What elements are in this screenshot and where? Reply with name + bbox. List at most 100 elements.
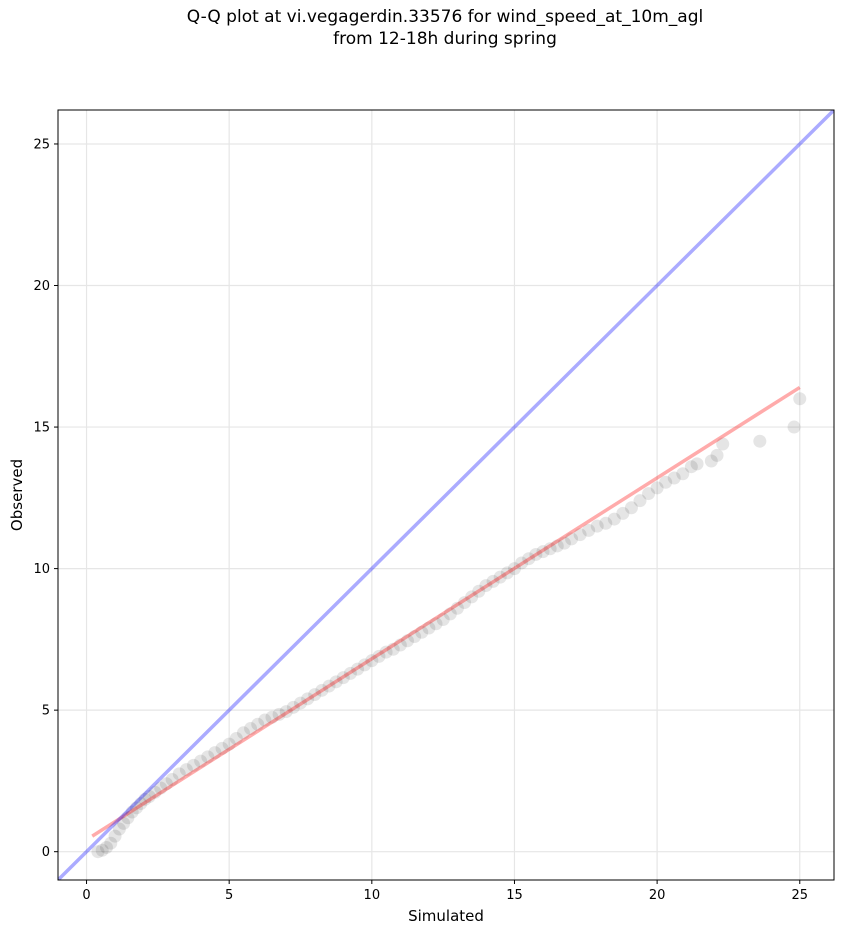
data-point: [590, 519, 604, 533]
data-point: [208, 746, 222, 760]
x-tick-label: 5: [225, 888, 233, 903]
data-point: [607, 512, 621, 526]
data-point: [436, 613, 450, 627]
data-point: [515, 556, 529, 570]
data-point: [91, 845, 105, 859]
fit-line: [91, 385, 801, 838]
data-point: [486, 574, 500, 588]
x-tick-label: 0: [82, 888, 90, 903]
reference-lines: [58, 110, 834, 880]
data-point: [522, 552, 536, 566]
data-point: [458, 596, 472, 610]
chart-title: Q-Q plot at vi.vegagerdin.33576 for wind…: [186, 7, 704, 49]
data-point: [507, 562, 521, 576]
data-point: [258, 713, 272, 727]
data-point: [787, 420, 801, 434]
data-point: [415, 625, 429, 639]
data-point: [565, 532, 579, 546]
data-point: [121, 811, 135, 825]
data-point: [265, 710, 279, 724]
data-point: [650, 481, 664, 495]
data-point: [251, 717, 265, 731]
data-point: [716, 437, 730, 451]
data-point: [616, 506, 630, 520]
scatter-points: [91, 392, 807, 859]
data-point: [129, 801, 143, 815]
x-tick-label: 15: [506, 888, 523, 903]
data-point: [112, 822, 126, 836]
data-point: [272, 707, 286, 721]
data-point: [793, 392, 807, 406]
data-point: [599, 516, 613, 530]
data-point: [667, 471, 681, 485]
data-point: [222, 737, 236, 751]
data-point: [315, 683, 329, 697]
data-point: [343, 666, 357, 680]
data-point: [443, 607, 457, 621]
data-point: [244, 722, 258, 736]
data-point: [557, 536, 571, 550]
data-point: [543, 542, 557, 556]
data-point: [201, 750, 215, 764]
y-tick-label: 15: [33, 421, 50, 436]
data-point: [108, 829, 122, 843]
y-tick-label: 10: [33, 562, 50, 577]
data-point: [301, 692, 315, 706]
data-point: [104, 836, 118, 850]
data-point: [95, 843, 109, 857]
data-point: [294, 696, 307, 710]
grid-lines: [58, 110, 834, 880]
data-point: [676, 467, 690, 481]
data-point: [308, 688, 322, 702]
data-point: [117, 816, 131, 830]
data-point: [500, 566, 514, 580]
data-point: [286, 700, 300, 714]
data-point: [229, 731, 243, 745]
data-point: [624, 501, 638, 515]
data-point: [215, 741, 229, 755]
data-point: [159, 777, 173, 791]
plot-frame: [57, 109, 835, 881]
data-point: [710, 448, 724, 462]
data-point: [322, 679, 336, 693]
data-point: [400, 634, 414, 648]
data-point: [165, 773, 179, 787]
x-tick-label: 10: [364, 888, 381, 903]
data-point: [753, 434, 767, 448]
data-point: [493, 570, 507, 584]
data-point: [379, 645, 393, 659]
data-point: [336, 671, 350, 685]
data-point: [659, 475, 673, 489]
data-point: [236, 726, 250, 740]
data-point: [100, 840, 113, 854]
data-point: [550, 539, 564, 553]
data-point: [573, 528, 587, 542]
data-point: [582, 523, 596, 537]
data-point: [465, 590, 479, 604]
data-point: [279, 705, 293, 719]
data-point: [386, 642, 400, 656]
x-tick-label: 20: [649, 888, 666, 903]
data-point: [690, 457, 704, 471]
data-point: [358, 658, 372, 672]
data-point: [125, 805, 139, 819]
data-point: [372, 649, 386, 663]
data-point: [365, 654, 379, 668]
data-point: [429, 617, 443, 631]
data-point: [472, 584, 486, 598]
data-point: [329, 675, 343, 689]
data-point: [450, 601, 464, 615]
identity-line: [58, 110, 834, 880]
data-point: [536, 545, 550, 559]
data-point: [351, 662, 365, 676]
data-point: [142, 789, 156, 803]
x-tick-label: 25: [791, 888, 808, 903]
data-point: [684, 460, 698, 474]
data-point: [422, 621, 436, 635]
data-point: [642, 487, 656, 501]
x-axis-label: Simulated: [408, 907, 484, 925]
y-tick-label: 25: [33, 137, 50, 152]
data-point: [134, 797, 148, 811]
data-point: [148, 785, 162, 799]
